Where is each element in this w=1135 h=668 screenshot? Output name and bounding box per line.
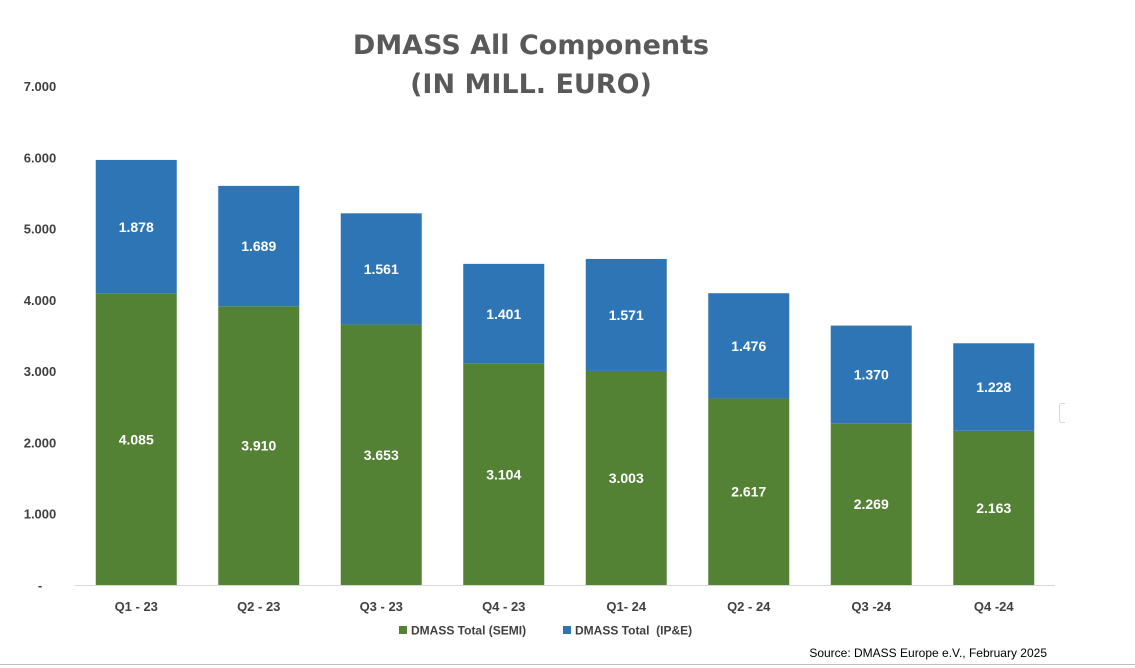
data-label: 1.476 — [731, 338, 766, 354]
x-tick-label: Q3 -24 — [851, 599, 892, 614]
panel-edge-handle — [1059, 403, 1065, 423]
bar-segment-semi — [218, 306, 300, 585]
data-label: 1.228 — [976, 379, 1011, 395]
bar-segment-semi — [340, 324, 422, 585]
bottom-border — [0, 664, 1135, 665]
bar-segment-semi — [708, 398, 790, 585]
y-tick-label: 6.000 — [24, 150, 57, 165]
bar-segment-ipe — [340, 213, 422, 325]
data-label: 3.910 — [241, 438, 276, 454]
y-tick-label: - — [38, 578, 42, 593]
legend-swatch — [399, 626, 407, 634]
data-label: 3.653 — [364, 447, 399, 463]
bar-segment-ipe — [218, 185, 300, 307]
y-tick-label: 4.000 — [24, 293, 57, 308]
x-axis-labels: Q1 - 23 Q2 - 23 Q3 - 23 Q4 - 23 Q1- 24 Q2 - 2… — [115, 599, 1015, 614]
bar-segment-ipe — [585, 258, 667, 371]
bar-segment-ipe — [463, 263, 545, 364]
x-tick-label: Q4 -24 — [974, 599, 1015, 614]
bar-segment-ipe — [830, 325, 912, 424]
y-axis: - 1.000 2.000 3.000 4.000 5.000 6.000 7.000 — [24, 79, 57, 593]
y-tick-label: 3.000 — [24, 364, 57, 379]
bar-segment-semi — [585, 370, 667, 585]
data-label: 2.163 — [976, 500, 1011, 516]
data-label: 1.689 — [241, 238, 276, 254]
data-label: 1.401 — [486, 306, 521, 322]
y-tick-label: 1.000 — [24, 507, 57, 522]
bar-segment-ipe — [953, 343, 1035, 431]
source-note: Source: DMASS Europe e.V., February 2025 — [809, 646, 1047, 660]
x-tick-label: Q3 - 23 — [360, 599, 403, 614]
x-tick-label: Q2 - 24 — [727, 599, 771, 614]
data-label: 4.085 — [119, 431, 154, 447]
data-label: 1.571 — [609, 307, 644, 323]
x-tick-label: Q4 - 23 — [482, 599, 525, 614]
data-label: 1.561 — [364, 261, 399, 277]
legend: DMASS Total (SEMI) DMASS Total (IP&E) — [399, 624, 692, 638]
y-tick-label: 5.000 — [24, 222, 57, 237]
data-label: 1.370 — [854, 366, 889, 382]
bar-segment-ipe — [95, 159, 177, 294]
data-label: 2.617 — [731, 484, 766, 500]
data-label: 3.104 — [486, 466, 521, 482]
y-tick-label: 7.000 — [24, 79, 57, 94]
x-tick-label: Q1- 24 — [606, 599, 647, 614]
bar-segment-ipe — [708, 293, 790, 399]
legend-swatch — [563, 626, 571, 634]
legend-label: DMASS Total (IP&E) — [575, 624, 692, 638]
bar-segment-semi — [953, 430, 1035, 585]
x-tick-label: Q1 - 23 — [115, 599, 158, 614]
chart-subtitle: (IN MILL. EURO) — [410, 69, 652, 100]
x-tick-label: Q2 - 23 — [237, 599, 280, 614]
bar-segment-semi — [95, 293, 177, 585]
bar-segment-semi — [830, 423, 912, 585]
data-label: 1.878 — [119, 219, 154, 235]
legend-label: DMASS Total (SEMI) — [411, 624, 526, 638]
chart-title: DMASS All Components — [353, 30, 709, 61]
y-tick-label: 2.000 — [24, 435, 57, 450]
bar-segment-semi — [463, 363, 545, 585]
data-label: 3.003 — [609, 470, 644, 486]
bars: 4.085 1.878 3.910 1.689 3.653 1.561 3.104 1.401… — [95, 159, 1035, 585]
data-label: 2.269 — [854, 496, 889, 512]
